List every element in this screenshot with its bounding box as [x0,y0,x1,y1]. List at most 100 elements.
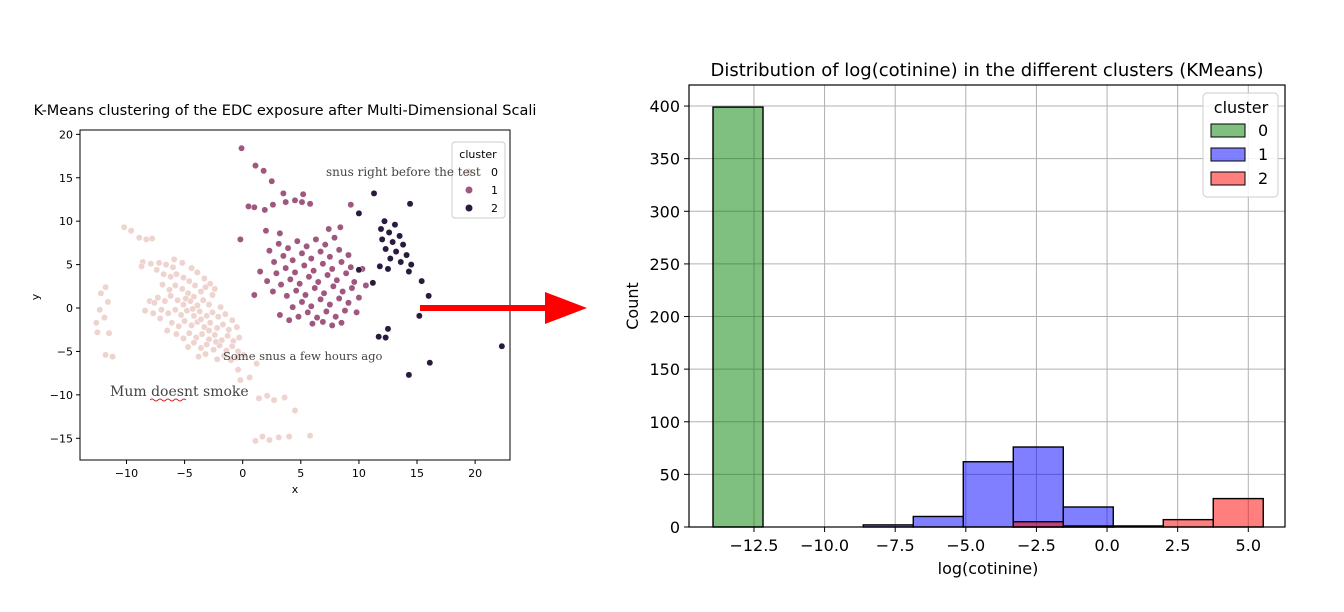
scatter-point-cluster-1 [317,248,325,256]
scatter-point-cluster-1 [299,190,307,198]
scatter-point-cluster-1 [260,167,268,175]
scatter-point-cluster-0 [275,433,283,441]
scatter-point-cluster-0 [193,268,201,276]
scatter-point-cluster-0 [96,306,104,314]
scatter-point-cluster-0 [197,315,205,323]
scatter-point-cluster-1 [289,256,297,264]
scatter-point-cluster-1 [325,225,333,233]
scatter-point-cluster-1 [265,247,273,255]
hist-y-ticks: 0 50 100 150 200 250 300 350 400 [649,97,689,537]
hist-x-tick-label: 5.0 [1236,536,1261,555]
hist-x-tick-label: −2.5 [1017,536,1056,555]
scatter-y-tick-label: 10 [59,215,73,228]
scatter-point-cluster-1 [333,276,341,284]
scatter-point-cluster-1 [298,249,306,257]
scatter-point-cluster-0 [102,283,110,291]
scatter-point-cluster-0 [105,329,113,337]
hist-y-tick-label: 350 [649,150,680,169]
scatter-point-cluster-1 [285,316,293,324]
scatter-point-cluster-0 [235,334,243,342]
scatter-point-cluster-0 [104,298,112,306]
scatter-x-tick-label: −10 [115,467,138,480]
scatter-x-tick-label: 20 [468,467,482,480]
scatter-point-cluster-0 [253,360,261,368]
scatter-point-cluster-0 [228,316,236,324]
scatter-point-cluster-0 [127,227,135,235]
scatter-point-cluster-2 [386,255,394,262]
scatter-y-ticks: −15 −10 −5 0 5 10 15 20 [50,128,80,445]
scatter-title: K-Means clustering of the EDC exposure a… [34,103,537,119]
scatter-point-cluster-1 [282,198,290,206]
scatter-point-cluster-1 [350,278,358,286]
scatter-point-cluster-0 [206,319,214,327]
scatter-plot-frame [79,129,511,461]
scatter-legend-label-0: 0 [491,166,498,179]
scatter-point-cluster-0 [306,432,314,440]
scatter-point-cluster-1 [270,258,278,266]
scatter-point-cluster-1 [362,281,370,289]
scatter-point-cluster-2 [382,334,390,342]
scatter-point-cluster-1 [322,308,330,315]
scatter-point-cluster-1 [236,235,244,243]
scatter-point-cluster-1 [291,196,299,204]
hist-y-tick-label: 50 [660,465,680,484]
scatter-point-cluster-1 [313,314,321,322]
scatter-legend-label-2: 2 [491,202,498,215]
hist-bar-cluster-1 [962,461,1014,528]
scatter-point-cluster-1 [308,320,316,328]
hist-bars [712,106,1264,528]
hist-y-tick-label: 200 [649,308,680,327]
scatter-point-cluster-0 [281,394,288,401]
scatter-point-cluster-1 [329,282,337,290]
scatter-point-cluster-1 [339,288,347,295]
hist-bar-cluster-2 [1162,518,1214,528]
scatter-point-cluster-0 [202,283,209,291]
scatter-y-tick-label: 15 [59,172,73,185]
red-arrow-head [545,292,587,324]
scatter-point-cluster-1 [336,223,344,231]
scatter-point-cluster-1 [276,311,284,319]
scatter-x-ticks: −10 −5 0 5 10 15 20 [115,460,482,480]
scatter-point-cluster-1 [321,241,329,249]
scatter-point-cluster-1 [245,202,252,210]
scatter-point-cluster-0 [185,277,193,285]
scatter-point-cluster-2 [378,235,386,243]
scatter-point-cluster-1 [261,206,269,214]
scatter-point-cluster-0 [210,346,218,354]
scatter-chart: K-Means clustering of the EDC exposure a… [29,103,536,496]
scatter-point-cluster-2 [425,292,433,300]
scatter-point-cluster-2 [377,225,385,233]
hist-x-tick-label: 0.0 [1094,536,1119,555]
scatter-points [92,144,506,445]
scatter-point-cluster-0 [97,289,105,297]
scatter-point-cluster-0 [196,308,204,315]
scatter-point-cluster-1 [300,262,308,269]
scatter-point-cluster-0 [184,343,192,351]
scatter-point-cluster-0 [164,309,172,317]
scatter-point-cluster-1 [324,271,331,279]
scatter-point-cluster-1 [250,203,258,211]
scatter-y-tick-label: 20 [59,128,73,141]
scatter-point-cluster-1 [262,227,270,235]
scatter-point-cluster-2 [381,217,388,225]
scatter-point-cluster-0 [171,281,179,289]
scatter-point-cluster-2 [370,189,378,197]
scatter-point-cluster-0 [141,307,149,315]
scatter-point-cluster-0 [265,436,273,444]
scatter-point-cluster-2 [405,371,413,379]
scatter-point-cluster-1 [342,269,350,277]
scatter-point-cluster-1 [355,294,363,302]
scatter-point-cluster-1 [328,321,336,329]
scatter-point-cluster-0 [211,331,219,339]
scatter-point-cluster-0 [212,338,220,346]
scatter-point-cluster-0 [263,392,271,400]
scatter-point-cluster-0 [202,350,209,358]
scatter-point-cluster-2 [392,248,400,256]
hist-x-tick-label: −5.0 [946,536,985,555]
scatter-point-cluster-0 [233,354,241,361]
scatter-point-cluster-0 [153,266,161,274]
scatter-point-cluster-2 [426,359,434,367]
scatter-point-cluster-0 [213,355,221,363]
scatter-point-cluster-0 [213,324,221,332]
